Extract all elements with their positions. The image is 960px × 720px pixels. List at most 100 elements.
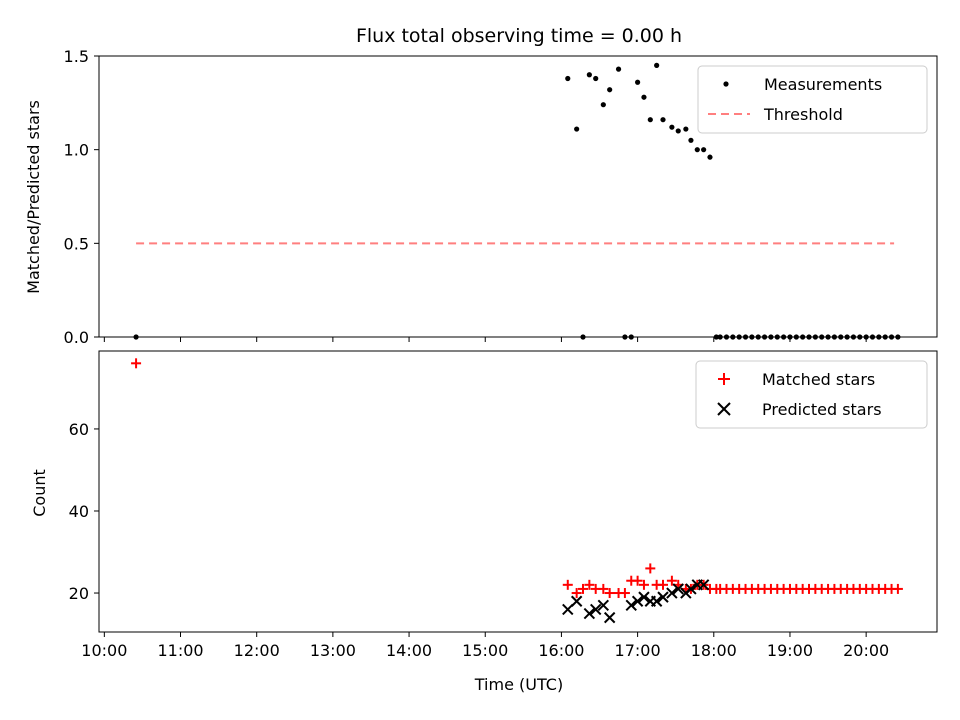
predicted-star-point — [570, 595, 583, 607]
matched-star-point — [604, 588, 615, 599]
predicted-star-point — [672, 583, 684, 595]
top-axes-frame — [98, 55, 938, 338]
top-y-tick-label: 0.5 — [64, 234, 89, 253]
matched-star-point — [645, 563, 656, 574]
measurement-point — [863, 334, 869, 340]
measurement-point — [761, 334, 768, 340]
legend-predicted-swatch — [717, 402, 731, 416]
matched-star-point — [578, 583, 589, 594]
measurement-point — [749, 334, 755, 340]
matched-star-point — [892, 583, 903, 594]
measurement-point — [787, 334, 793, 340]
predicted-star-point — [631, 595, 644, 607]
measurement-point — [844, 334, 850, 340]
measurement-point — [755, 334, 761, 340]
measurement-point — [825, 334, 831, 340]
predicted-star-point — [625, 599, 637, 612]
legend-measurement-swatch — [723, 81, 729, 87]
measurement-point — [793, 334, 799, 340]
measurement-point — [812, 334, 818, 340]
predicted-star-point — [666, 587, 678, 599]
measurement-point — [654, 62, 660, 68]
measurement-point — [628, 334, 634, 340]
matched-star-point — [619, 588, 630, 599]
matched-star-point — [584, 579, 595, 590]
measurement-point — [869, 334, 876, 340]
measurement-point — [717, 334, 723, 340]
x-tick-label: 14:00 — [386, 641, 432, 660]
matched-star-point — [638, 579, 649, 590]
x-tick-label: 16:00 — [538, 641, 584, 660]
legend-frame — [695, 360, 928, 429]
legend-matched-swatch — [718, 373, 730, 385]
measurement-point — [133, 334, 139, 340]
measurement-point — [622, 334, 628, 340]
x-tick-label: 13:00 — [310, 641, 356, 660]
measurement-point — [675, 128, 681, 134]
predicted-star-point — [650, 595, 663, 607]
measurement-point — [768, 334, 774, 340]
measurement-point — [694, 147, 700, 153]
legend: Matched stars Predicted stars — [695, 360, 928, 429]
measurement-point — [586, 72, 592, 78]
measurement-point — [688, 137, 694, 143]
measurement-point — [723, 334, 730, 340]
matched-star-point — [131, 358, 142, 369]
measurement-point — [707, 154, 713, 160]
measurement-point — [819, 334, 825, 340]
bottom-axes: 10:00 11:00 12:00 13:00 14:00 15:00 16:00 17:00… — [69, 350, 938, 660]
x-tick-label: 17:00 — [615, 641, 661, 660]
x-tick-label: 11:00 — [157, 641, 203, 660]
x-tick-label: 20:00 — [843, 641, 889, 660]
matched-star-point — [562, 579, 573, 590]
measurement-point — [647, 117, 653, 123]
bottom-y-axis-label: Count — [30, 469, 49, 517]
matched-star-point — [571, 588, 582, 599]
predicted-star-point — [697, 579, 710, 591]
top-y-tick-label: 0.0 — [64, 328, 89, 347]
matched-star-point — [657, 579, 668, 590]
legend-entry-label: Matched stars — [762, 370, 875, 389]
measurement-point — [565, 75, 571, 82]
top-axes: 0.0 0.5 1.0 1.5 Measurements Threshold — [64, 47, 938, 347]
measurement-point — [683, 126, 689, 132]
legend: Measurements Threshold — [697, 65, 928, 134]
matched-star-point — [632, 575, 643, 586]
x-axis-label: Time (UTC) — [474, 675, 563, 694]
measurement-point — [774, 334, 780, 340]
measurement-point — [607, 87, 613, 93]
measurement-point — [641, 94, 647, 100]
predicted-star-point — [603, 611, 616, 624]
bottom-y-tick-label: 20 — [69, 584, 89, 603]
x-tick-label: 10:00 — [81, 641, 127, 660]
measurement-point — [806, 334, 812, 340]
measurement-point — [838, 334, 844, 340]
legend-entry-label: Threshold — [763, 105, 843, 124]
measurement-point — [660, 117, 666, 123]
top-y-axis-label: Matched/Predicted stars — [24, 100, 43, 294]
measurement-point — [888, 334, 895, 340]
measurement-point — [736, 334, 742, 340]
top-y-tick-label: 1.0 — [64, 141, 89, 160]
measurement-point — [730, 334, 736, 340]
measurement-point — [882, 334, 888, 340]
predicted-star-point — [657, 591, 669, 603]
measurement-point — [742, 334, 749, 340]
chart-title: Flux total observing time = 0.00 h — [356, 25, 682, 47]
measurement-point — [831, 334, 838, 340]
measurement-point — [701, 147, 707, 153]
measurement-point — [615, 66, 622, 72]
legend-entry-label: Predicted stars — [762, 400, 882, 419]
measurement-point — [850, 334, 857, 340]
measurement-point — [600, 102, 606, 108]
x-tick-label: 19:00 — [767, 641, 813, 660]
measurement-point — [669, 124, 675, 130]
measurement-point — [800, 334, 806, 340]
top-y-tick-label: 1.5 — [64, 47, 89, 66]
predicted-star-point — [583, 607, 596, 620]
predicted-star-point — [562, 603, 574, 616]
measurement-point — [593, 75, 599, 82]
matched-star-point — [598, 583, 609, 594]
measurement-point — [895, 334, 901, 340]
bottom-axes-frame — [98, 350, 938, 633]
